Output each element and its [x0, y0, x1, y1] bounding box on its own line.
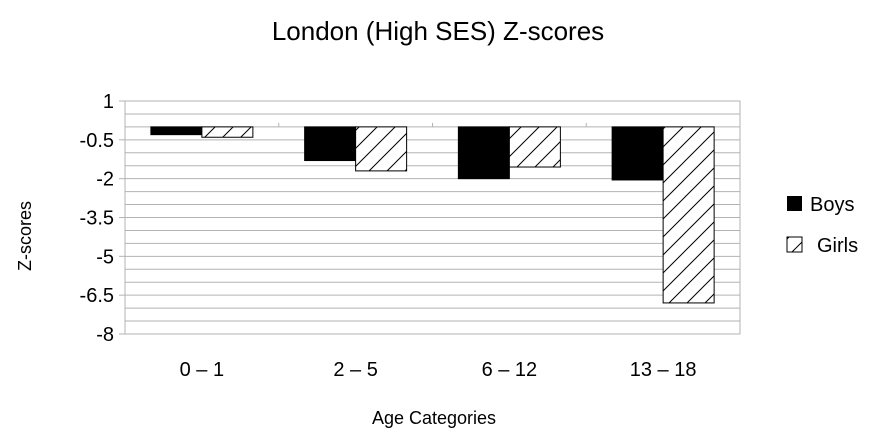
y-tick-labels: 1 -0.5 -2 -3.5 -5 -6.5 -8 — [80, 91, 125, 346]
x-tick-label: 13 – 18 — [630, 359, 697, 381]
chart-title: London (High SES) Z-scores — [272, 16, 604, 46]
bar-girls-0 — [201, 126, 254, 138]
bar-girls-1 — [355, 126, 408, 172]
legend-swatch-girls — [786, 236, 803, 253]
legend: Boys Girls — [786, 194, 858, 257]
grid-lines — [125, 100, 740, 335]
legend-swatch-boys — [787, 196, 802, 211]
y-tick-label: -6.5 — [80, 285, 114, 307]
bar-boys-1 — [304, 126, 357, 162]
bar-girls-3 — [662, 126, 715, 304]
y-tick-label: -3.5 — [80, 208, 114, 230]
y-tick-label: -2 — [96, 169, 114, 191]
legend-label-girls: Girls — [817, 235, 858, 257]
bar-boys-0 — [150, 126, 203, 136]
y-tick-label: -5 — [96, 246, 114, 268]
y-tick-label: -8 — [96, 324, 114, 346]
x-tick-labels: 0 – 1 2 – 5 6 – 12 13 – 18 — [180, 122, 697, 381]
bar-boys-2 — [457, 126, 510, 180]
legend-label-boys: Boys — [810, 194, 854, 216]
bar-girls-2 — [508, 126, 561, 168]
bar-boys-3 — [611, 126, 664, 181]
bars — [150, 126, 715, 304]
x-tick-label: 6 – 12 — [482, 359, 538, 381]
y-tick-label: 1 — [103, 91, 114, 113]
y-tick-label: -0.5 — [80, 130, 114, 152]
x-tick-label: 0 – 1 — [180, 359, 224, 381]
y-axis-label: Z-scores — [15, 201, 35, 271]
x-tick-label: 2 – 5 — [333, 359, 377, 381]
x-axis-label: Age Categories — [372, 408, 496, 428]
